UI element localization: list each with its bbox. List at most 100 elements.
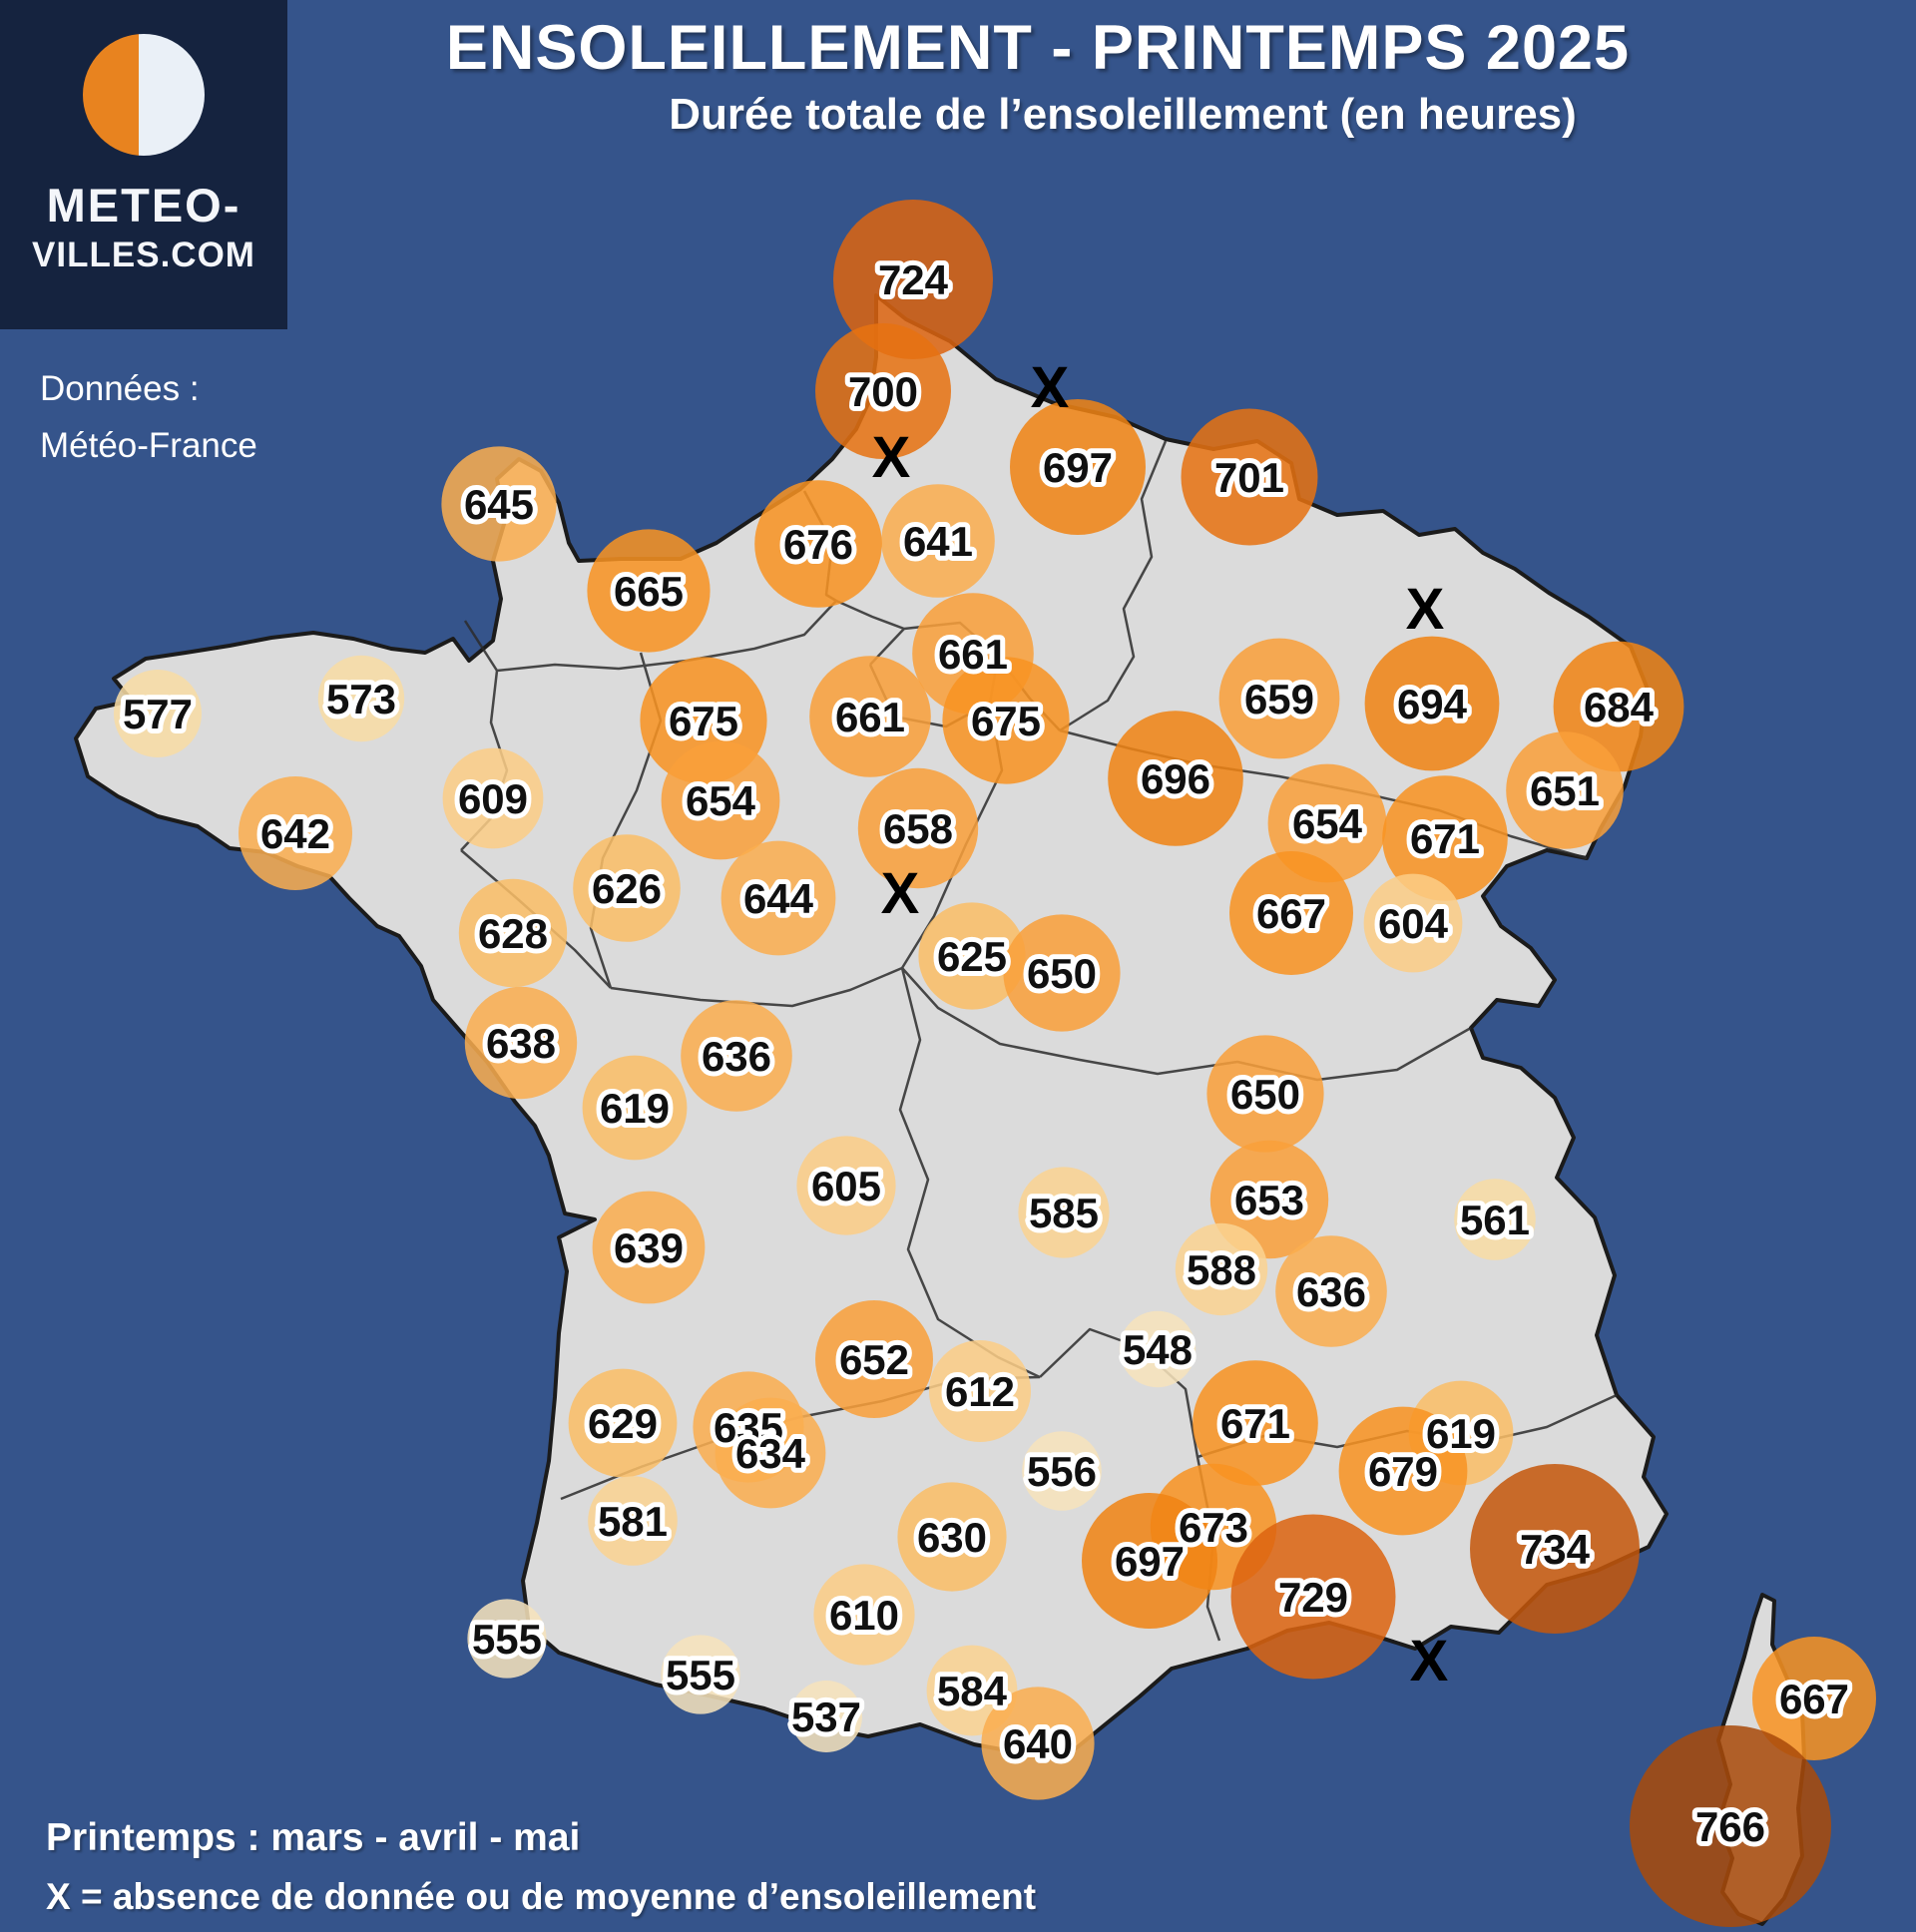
- sunshine-bubble: [1181, 408, 1318, 546]
- sunshine-bubble: [587, 529, 711, 653]
- sunshine-value-label: 676: [783, 521, 853, 568]
- sunshine-value-label: 734: [1520, 1526, 1591, 1573]
- sunshine-value-label: 729: [1278, 1574, 1348, 1621]
- sunshine-value-label: 628: [478, 910, 548, 957]
- sunshine-value-label: 605: [811, 1163, 881, 1209]
- sunshine-bubble: [1193, 1360, 1318, 1486]
- sunshine-bubble: [715, 1397, 826, 1509]
- data-source-label: Données :: [40, 369, 200, 408]
- sunshine-value-label: 651: [1530, 767, 1600, 814]
- sunshine-bubble: [573, 834, 681, 942]
- bubble-layer: [114, 200, 1876, 1927]
- page-title: ENSOLEILLEMENT - PRINTEMPS 2025: [445, 13, 1631, 83]
- sunshine-value-label: 642: [260, 810, 330, 857]
- sunshine-bubble: [464, 986, 578, 1100]
- sunshine-value-label: 641: [903, 518, 973, 565]
- sunshine-value-label: 650: [1230, 1071, 1300, 1118]
- sunshine-value-label: 638: [486, 1020, 556, 1067]
- sunshine-value-label: 675: [669, 698, 738, 744]
- sunshine-bubble: [857, 767, 979, 889]
- sunshine-bubble: [441, 446, 557, 562]
- sunshine-value-label: 634: [735, 1430, 806, 1477]
- sunshine-value-label: 650: [1027, 950, 1097, 997]
- sunshine-bubble: [239, 776, 352, 890]
- sunshine-bubble: [114, 670, 202, 757]
- sunshine-value-label: 697: [1115, 1538, 1185, 1585]
- sunshine-bubble: [1338, 1406, 1468, 1536]
- logo-text-line1: METEO-: [46, 179, 241, 232]
- logo-text-line2: VILLES.COM: [32, 236, 255, 274]
- no-data-marker: X: [1406, 577, 1445, 642]
- sunshine-value-label: 573: [326, 676, 396, 723]
- sunshine-value-label: 671: [1220, 1400, 1290, 1447]
- sunshine-value-label: 654: [1292, 800, 1363, 847]
- sunshine-value-label: 661: [835, 694, 905, 740]
- sunshine-bubble: [815, 323, 951, 459]
- sunshine-value-label: 684: [1584, 684, 1655, 730]
- footer-legend: Printemps : mars - avril - mai X = absen…: [46, 1816, 1036, 1918]
- sunshine-bubble: [588, 1476, 678, 1566]
- sunshine-bubble: [1175, 1222, 1268, 1316]
- sunshine-value-label: 577: [123, 691, 193, 737]
- sunshine-value-label: 537: [791, 1693, 861, 1740]
- sunshine-bubble: [1218, 638, 1340, 759]
- sunshine-value-label: 694: [1397, 681, 1468, 727]
- sunshine-value-label: 584: [937, 1668, 1008, 1714]
- sunshine-value-label: 645: [464, 481, 534, 528]
- sunshine-value-label: 619: [1426, 1410, 1496, 1457]
- sunshine-value-label: 696: [1141, 755, 1210, 802]
- sunshine-bubble: [1082, 1493, 1217, 1629]
- meteo-villes-logo: METEO- VILLES.COM: [0, 0, 287, 329]
- sunshine-bubble: [1229, 851, 1353, 975]
- sunshine-bubble: [918, 902, 1026, 1010]
- sunshine-value-label: 671: [1410, 815, 1480, 862]
- sunshine-bubble: [458, 878, 568, 988]
- sunshine-value-label: 629: [588, 1400, 658, 1447]
- sunshine-value-label: 639: [614, 1224, 684, 1271]
- sunshine-value-label: 581: [598, 1498, 668, 1545]
- sunshine-value-label: 724: [878, 256, 949, 303]
- page-subtitle: Durée totale de l’ensoleillement (en heu…: [669, 90, 1577, 139]
- no-data-marker: X: [881, 861, 920, 926]
- sunshine-value-label: 654: [686, 777, 756, 824]
- sunshine-bubble: [1382, 775, 1508, 901]
- sunshine-bubble: [1119, 1310, 1197, 1388]
- no-data-definition: X = absence de donnée ou de moyenne d’en…: [46, 1876, 1037, 1917]
- no-data-marker: X: [872, 425, 911, 490]
- season-definition: Printemps : mars - avril - mai: [46, 1816, 581, 1859]
- sunshine-bubble: [929, 1340, 1031, 1442]
- sunshine-value-label: 700: [848, 368, 918, 415]
- sunshine-bubble: [1022, 1431, 1102, 1511]
- sunshine-bubble: [897, 1482, 1007, 1592]
- sunshine-value-label: 640: [1003, 1720, 1073, 1767]
- sunshine-bubble: [1506, 731, 1624, 849]
- sunshine-bubble: [809, 656, 931, 777]
- sunshine-value-label: 625: [937, 933, 1007, 980]
- sunshine-value-label: 626: [592, 865, 662, 912]
- sunshine-value-label: 665: [614, 568, 684, 615]
- sunshine-bubble: [661, 1635, 740, 1714]
- sunshine-value-label: 585: [1029, 1190, 1099, 1236]
- sunshine-value-label: 697: [1043, 444, 1113, 491]
- no-data-layer: X X X X X: [872, 355, 1449, 1693]
- sunshine-value-label: 588: [1187, 1246, 1256, 1293]
- sunshine-bubble: [813, 1564, 915, 1666]
- sunshine-bubble: [1230, 1514, 1396, 1680]
- sunshine-bubble: [592, 1191, 706, 1304]
- sunshine-bubble: [317, 655, 405, 742]
- sunshine-value-label: 661: [938, 631, 1008, 678]
- data-source-name: Météo-France: [40, 425, 257, 465]
- sunshine-value-label: 612: [945, 1368, 1015, 1415]
- sunshine-value-label: 766: [1695, 1803, 1765, 1850]
- sunshine-bubble: [582, 1055, 688, 1161]
- sunshine-bubble: [1752, 1637, 1876, 1760]
- sunshine-bubble: [1470, 1464, 1640, 1634]
- sunshine-value-label: 548: [1123, 1326, 1193, 1373]
- header: ENSOLEILLEMENT - PRINTEMPS 2025 Durée to…: [419, 12, 1657, 140]
- sunshine-value-label: 659: [1244, 676, 1314, 723]
- sun-half-moon-icon: [83, 34, 205, 156]
- sunshine-value-label: 610: [829, 1592, 899, 1639]
- sunshine-value-label: 604: [1378, 900, 1449, 947]
- sunshine-value-label: 636: [702, 1033, 771, 1080]
- sunshine-bubble: [1364, 636, 1500, 771]
